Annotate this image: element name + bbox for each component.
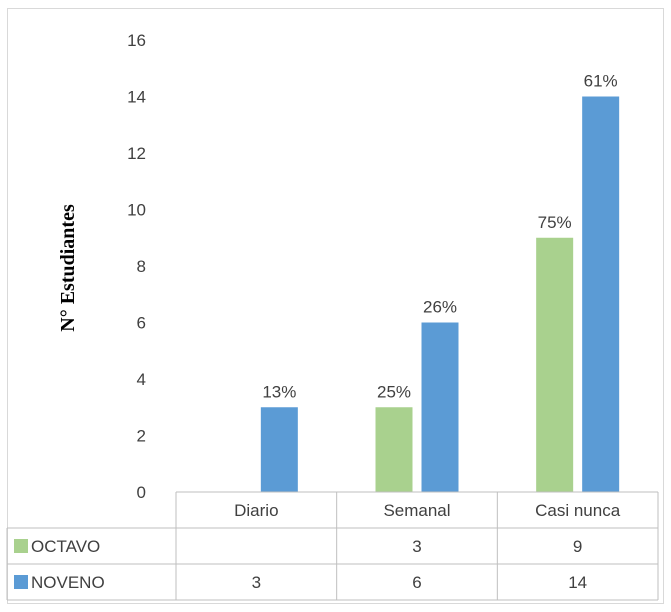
legend-label: NOVENO <box>31 573 105 592</box>
data-label: 61% <box>584 72 618 91</box>
y-tick-label: 12 <box>127 144 146 163</box>
table-cell: 3 <box>252 573 261 592</box>
y-tick-label: 4 <box>137 370 146 389</box>
y-tick-label: 6 <box>137 314 146 333</box>
x-category-label: Casi nunca <box>535 501 621 520</box>
legend-label: OCTAVO <box>31 537 100 556</box>
x-category-label: Diario <box>234 501 278 520</box>
y-tick-label: 8 <box>137 257 146 276</box>
bar-octavo-1 <box>376 407 413 492</box>
table-cell: 6 <box>412 573 421 592</box>
legend-swatch-noveno <box>14 575 28 589</box>
bar-noveno-0 <box>261 407 298 492</box>
data-table: Diario Semanal Casi nunca OCTAVO 3 9 NOVENO 3 6 1… <box>7 492 658 600</box>
data-label: 75% <box>538 213 572 232</box>
bar-noveno-2 <box>582 97 619 493</box>
y-tick-label: 14 <box>127 88 146 107</box>
x-category-label: Semanal <box>383 501 450 520</box>
data-label: 13% <box>262 382 296 401</box>
table-cell: 9 <box>573 537 582 556</box>
y-tick-label: 2 <box>137 427 146 446</box>
data-label: 25% <box>377 382 411 401</box>
y-tick-label: 16 <box>127 31 146 50</box>
bar-noveno-1 <box>422 323 459 493</box>
legend-swatch-octavo <box>14 539 28 553</box>
bar-octavo-2 <box>536 238 573 492</box>
y-tick-label: 0 <box>137 483 146 502</box>
bars <box>261 97 619 493</box>
y-axis-label: N° Estudiantes <box>57 204 79 332</box>
y-tick-label: 10 <box>127 201 146 220</box>
table-cell: 14 <box>568 573 587 592</box>
data-label: 26% <box>423 298 457 317</box>
y-axis-ticks: 0 2 4 6 8 10 12 14 16 <box>127 31 146 502</box>
table-cell: 3 <box>412 537 421 556</box>
